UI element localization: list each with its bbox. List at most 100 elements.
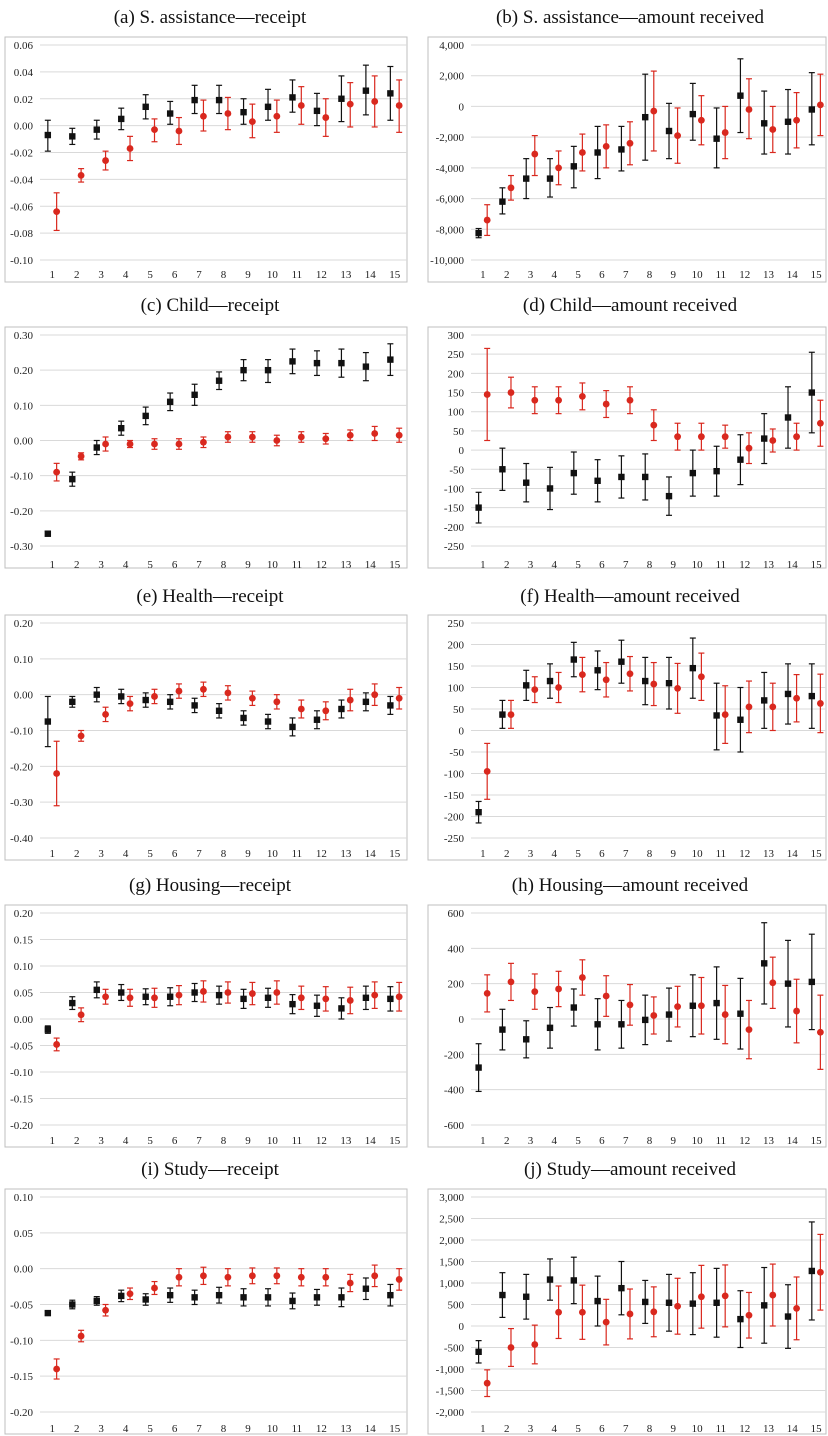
data-point-circle — [626, 1310, 634, 1318]
data-point-square — [289, 358, 296, 365]
data-point-square — [289, 723, 296, 731]
data-point-square — [191, 96, 198, 104]
data-point-square — [570, 469, 578, 477]
x-tick-label: 13 — [340, 559, 352, 571]
x-tick-label: 13 — [763, 1135, 775, 1147]
x-tick-label: 5 — [575, 1423, 581, 1435]
y-tick-label: -200 — [444, 812, 465, 824]
data-point-square — [689, 1300, 697, 1307]
data-point-circle — [322, 435, 330, 443]
x-tick-label: 15 — [389, 1135, 401, 1147]
data-point-square — [808, 389, 816, 396]
x-tick-label: 8 — [647, 848, 653, 860]
x-tick-label: 9 — [245, 559, 251, 571]
data-point-circle — [53, 1365, 61, 1373]
data-point-circle — [151, 1284, 158, 1292]
data-point-square — [546, 677, 554, 685]
data-point-square — [642, 1016, 649, 1024]
data-point-square — [264, 718, 272, 725]
y-tick-label: 0.10 — [14, 1192, 34, 1204]
data-point-circle — [697, 433, 705, 441]
data-point-square — [142, 993, 149, 1000]
data-point-square — [338, 1005, 345, 1012]
y-tick-label: 0.05 — [14, 988, 34, 1000]
y-tick-label: 2,000 — [439, 1235, 464, 1247]
y-tick-label: -0.05 — [10, 1041, 33, 1053]
data-point-square — [784, 690, 792, 698]
data-point-circle — [200, 685, 207, 693]
chart-title: (j) Study—amount received — [524, 1159, 737, 1180]
y-tick-label: 0.05 — [14, 1228, 34, 1240]
data-point-circle — [555, 684, 562, 691]
x-tick-label: 7 — [196, 1423, 202, 1435]
data-point-square — [618, 658, 625, 665]
x-tick-label: 6 — [599, 1135, 605, 1147]
data-point-circle — [102, 440, 109, 448]
y-tick-label: -100 — [444, 769, 465, 781]
x-tick-label: 14 — [365, 1423, 377, 1435]
y-tick-label: -0.10 — [10, 255, 33, 267]
y-tick-label: -0.10 — [10, 1067, 33, 1079]
data-point-circle — [626, 1001, 634, 1009]
data-point-square — [362, 994, 370, 1001]
x-tick-label: 13 — [763, 848, 775, 860]
data-point-square — [570, 1277, 578, 1284]
x-tick-label: 15 — [811, 269, 823, 281]
x-tick-label: 13 — [763, 269, 775, 281]
x-tick-label: 2 — [74, 1423, 80, 1435]
data-point-square — [338, 359, 345, 367]
y-tick-label: -250 — [444, 541, 465, 553]
y-tick-label: 1,500 — [439, 1257, 464, 1269]
x-tick-label: 10 — [692, 1135, 704, 1147]
data-point-square — [289, 1000, 296, 1008]
x-tick-label: 11 — [292, 559, 303, 571]
data-point-circle — [578, 974, 586, 981]
x-tick-label: 1 — [480, 559, 486, 571]
data-point-square — [689, 110, 697, 118]
data-point-circle — [200, 988, 207, 995]
data-point-square — [387, 1291, 394, 1299]
x-tick-label: 7 — [196, 1135, 202, 1147]
x-tick-label: 3 — [528, 269, 534, 281]
data-point-square — [642, 113, 649, 121]
x-tick-label: 6 — [172, 269, 178, 281]
y-tick-label: 0.30 — [14, 330, 34, 342]
chart-frame — [4, 326, 408, 569]
data-point-circle — [126, 700, 134, 708]
y-tick-label: -1,000 — [436, 1364, 465, 1376]
x-tick-label: 7 — [196, 848, 202, 860]
data-point-circle — [745, 1026, 753, 1033]
x-tick-label: 2 — [504, 1135, 510, 1147]
y-tick-label: -10,000 — [430, 255, 464, 267]
x-tick-label: 6 — [172, 1135, 178, 1147]
data-point-circle — [674, 433, 681, 441]
data-point-square — [142, 412, 149, 420]
chart-frame — [427, 904, 827, 1148]
x-tick-label: 4 — [123, 1135, 129, 1147]
data-point-circle — [626, 670, 634, 678]
x-tick-label: 8 — [221, 559, 227, 571]
x-tick-label: 1 — [49, 269, 55, 281]
data-point-square — [191, 989, 198, 996]
data-point-circle — [697, 116, 705, 124]
chart-title: (i) Study—receipt — [141, 1159, 279, 1180]
y-tick-label: -0.20 — [10, 506, 33, 518]
x-tick-label: 8 — [647, 1135, 653, 1147]
data-point-circle — [346, 431, 354, 439]
data-point-circle — [175, 440, 183, 448]
data-point-circle — [224, 689, 232, 697]
data-point-square — [118, 1292, 125, 1300]
data-point-square — [215, 707, 223, 714]
y-tick-label: 100 — [448, 683, 465, 695]
x-tick-label: 9 — [245, 848, 251, 860]
data-point-square — [689, 469, 697, 477]
data-point-square — [264, 994, 272, 1001]
x-tick-label: 2 — [74, 269, 80, 281]
data-point-circle — [578, 671, 586, 678]
data-point-square — [313, 359, 321, 367]
chart-title: (d) Child—amount received — [523, 295, 738, 316]
y-tick-label: -600 — [444, 1120, 465, 1132]
data-point-circle — [248, 118, 256, 125]
data-point-square — [761, 435, 768, 442]
data-point-circle — [395, 993, 403, 1001]
